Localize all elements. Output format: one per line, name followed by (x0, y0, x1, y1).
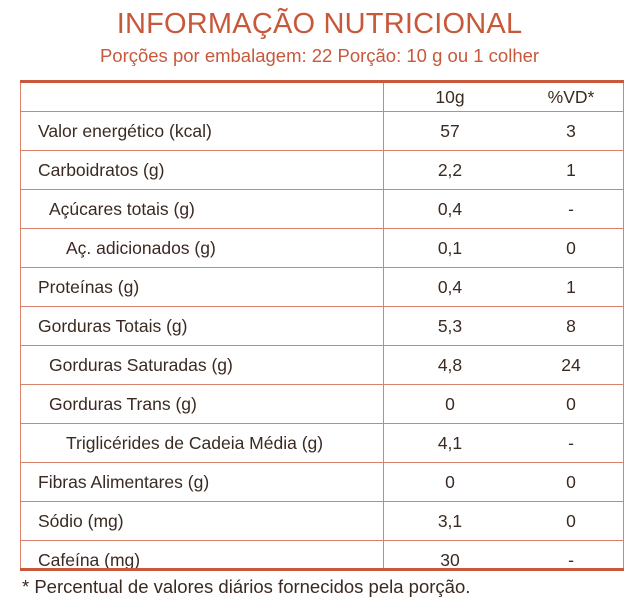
table-row: Cafeína (mg) 30 - (20, 541, 624, 579)
table-border-left (20, 83, 21, 568)
nutrient-amount: 3,1 (437, 510, 463, 531)
table-row: Açúcares totais (g) 0,4 - (20, 190, 624, 229)
nutrient-label: Carboidratos (g) (38, 159, 165, 180)
table-row: Proteínas (g) 0,4 1 (20, 268, 624, 307)
table-row: Gorduras Saturadas (g) 4,8 24 (20, 346, 624, 385)
table-header-row: 10g %VD* (20, 83, 624, 112)
nutrient-amount: 0 (445, 471, 455, 492)
table-row: Sódio (mg) 3,1 0 (20, 502, 624, 541)
nutrient-label: Aç. adicionados (g) (66, 237, 216, 258)
nutrient-label: Fibras Alimentares (g) (38, 471, 210, 492)
nutrient-daily-value: - (568, 432, 574, 453)
nutrient-daily-value: 3 (566, 120, 576, 141)
nutrient-amount: 2,2 (437, 159, 463, 180)
nutrient-daily-value: 8 (566, 315, 576, 336)
nutrient-amount: 0,4 (437, 198, 463, 219)
nutrient-daily-value: - (568, 198, 574, 219)
nutrient-label: Gorduras Trans (g) (49, 393, 197, 414)
nutrient-label: Açúcares totais (g) (49, 198, 195, 219)
table-row: Valor energético (kcal) 57 3 (20, 112, 624, 151)
nutrition-table: 10g %VD* Valor energético (kcal) 57 3 Ca… (20, 83, 624, 579)
table-border-right (623, 83, 624, 568)
nutrient-daily-value: 24 (561, 354, 581, 375)
nutrient-label: Sódio (mg) (38, 510, 124, 531)
nutrient-amount: 0,1 (437, 237, 463, 258)
nutrient-daily-value: - (568, 549, 574, 570)
nutrient-label: Gorduras Totais (g) (38, 315, 188, 336)
bottom-rule (20, 568, 624, 571)
nutrient-label: Gorduras Saturadas (g) (49, 354, 233, 375)
nutrient-daily-value: 0 (566, 393, 576, 414)
label-title: INFORMAÇÃO NUTRICIONAL (116, 8, 523, 40)
nutrient-amount: 0,4 (437, 276, 463, 297)
table-row: Gorduras Totais (g) 5,3 8 (20, 307, 624, 346)
nutrient-amount: 57 (440, 120, 460, 141)
nutrient-label: Proteínas (g) (38, 276, 140, 297)
nutrient-amount: 30 (440, 549, 460, 570)
nutrient-amount: 4,8 (437, 354, 463, 375)
footnote: * Percentual de valores diários fornecid… (22, 576, 471, 597)
nutrient-amount: 4,1 (437, 432, 463, 453)
nutrient-daily-value: 0 (566, 471, 576, 492)
nutrient-daily-value: 1 (566, 276, 576, 297)
table-row: Aç. adicionados (g) 0,1 0 (20, 229, 624, 268)
table-column-divider (383, 83, 384, 568)
nutrient-amount: 0 (445, 393, 455, 414)
header-daily-value: %VD* (547, 86, 595, 107)
table-row: Carboidratos (g) 2,2 1 (20, 151, 624, 190)
nutrient-amount: 5,3 (437, 315, 463, 336)
table-row: Triglicérides de Cadeia Média (g) 4,1 - (20, 424, 624, 463)
nutrient-daily-value: 1 (566, 159, 576, 180)
nutrient-daily-value: 0 (566, 510, 576, 531)
top-rule (20, 80, 624, 83)
header-amount: 10g (435, 86, 465, 107)
table-row: Fibras Alimentares (g) 0 0 (20, 463, 624, 502)
nutrient-label: Triglicérides de Cadeia Média (g) (66, 432, 324, 453)
nutrient-daily-value: 0 (566, 237, 576, 258)
serving-info: Porções por embalagem: 22 Porção: 10 g o… (99, 45, 540, 66)
nutrient-label: Valor energético (kcal) (38, 120, 212, 141)
table-row: Gorduras Trans (g) 0 0 (20, 385, 624, 424)
nutrient-label: Cafeína (mg) (38, 549, 141, 570)
